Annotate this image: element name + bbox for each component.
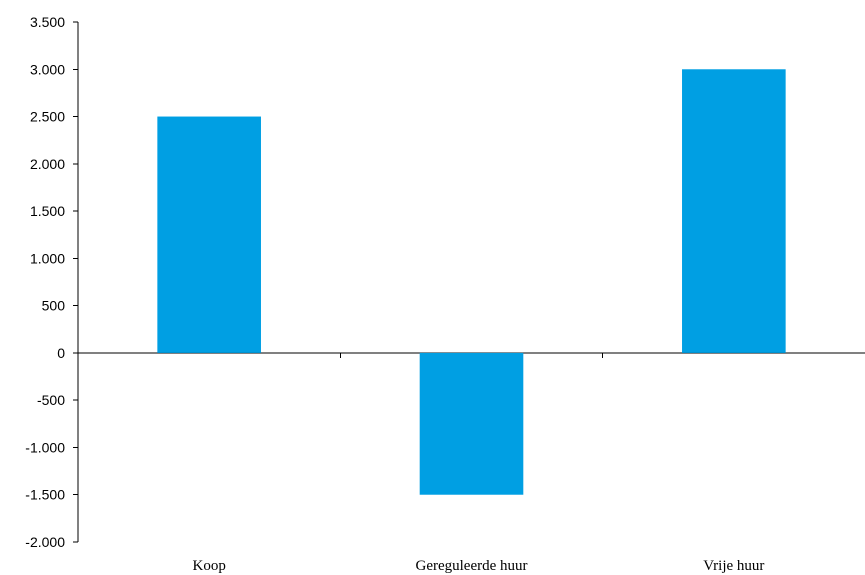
y-ticks: -2.000 -1.500 -1.000 -500 0 500 1.000 1.500 2.00…	[25, 14, 78, 550]
y-tick-label: -1.500	[25, 487, 65, 503]
y-tick-label: -2.000	[25, 534, 65, 550]
bar	[157, 116, 261, 353]
y-tick-label: 1.000	[30, 250, 65, 266]
y-tick-label: 2.500	[30, 109, 65, 125]
bar	[419, 352, 524, 495]
bar	[682, 69, 786, 353]
category-labels: Koop Gereguleerde huur Vrije huur	[192, 558, 764, 574]
y-tick-label: 500	[42, 298, 66, 314]
y-tick-label: -500	[37, 392, 65, 408]
x-ticks	[339, 352, 604, 358]
category-label: Vrije huur	[703, 558, 764, 574]
category-label: Koop	[192, 558, 225, 574]
bars	[157, 69, 786, 495]
y-tick-label: 1.500	[30, 203, 65, 219]
y-tick-label: 3.500	[30, 14, 65, 30]
y-tick-label: 0	[57, 345, 65, 361]
y-tick-label: 2.000	[30, 156, 65, 172]
y-tick-label: 3.000	[30, 61, 65, 77]
category-label: Gereguleerde huur	[415, 558, 527, 574]
y-tick-label: -1.000	[25, 439, 65, 455]
